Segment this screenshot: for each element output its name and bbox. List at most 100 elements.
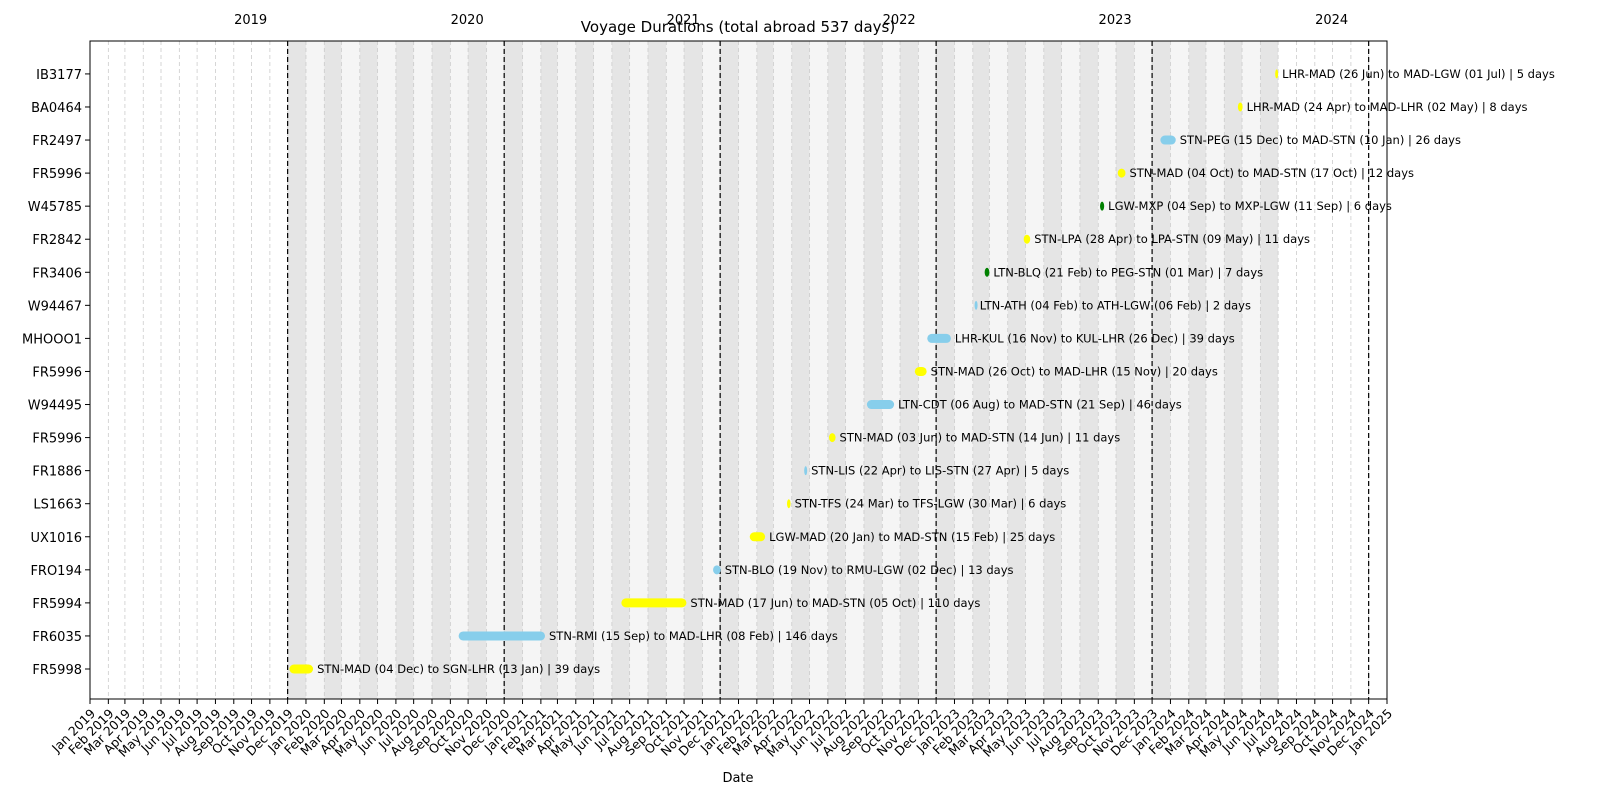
voyage-bar — [1237, 102, 1243, 112]
y-tick-label: FR5996 — [32, 365, 82, 380]
y-tick-label: FR2497 — [32, 134, 82, 149]
voyage-bar — [458, 631, 546, 641]
voyage-bar — [866, 400, 895, 410]
month-shade — [540, 41, 558, 699]
month-shade — [1224, 41, 1243, 699]
month-shade — [1116, 41, 1135, 699]
month-shade — [900, 41, 919, 699]
voyage-bar — [984, 267, 990, 277]
month-shade — [611, 41, 630, 699]
month-shade — [845, 41, 864, 699]
month-shade — [1025, 41, 1044, 699]
voyage-bar-label: STN-BLO (19 Nov) to RMU-LGW (02 Dec) | 1… — [725, 563, 1014, 577]
month-shade — [593, 41, 612, 699]
month-shade — [827, 41, 846, 699]
y-tick-label: FR2842 — [32, 233, 82, 248]
month-shade — [702, 41, 721, 699]
voyage-bar-label: LTN-ATH (04 Feb) to ATH-LGW (06 Feb) | 2… — [980, 298, 1251, 312]
month-shade — [432, 41, 451, 699]
voyage-bar-label: LGW-MAD (20 Jan) to MAD-STN (15 Feb) | 2… — [769, 530, 1055, 544]
month-shade — [1260, 41, 1279, 699]
month-shade — [1242, 41, 1261, 699]
month-shade — [666, 41, 685, 699]
month-shade — [359, 41, 378, 699]
y-tick-label: FR5998 — [32, 663, 82, 678]
voyage-bar — [1023, 234, 1031, 244]
voyage-bar — [804, 466, 808, 476]
voyage-bar — [974, 300, 978, 310]
shaded-months — [287, 41, 1279, 699]
month-shade — [647, 41, 667, 699]
voyage-bar — [289, 664, 314, 674]
voyage-bar — [829, 433, 836, 443]
voyage-bar — [621, 598, 687, 608]
y-tick-label: FR5996 — [32, 432, 82, 447]
month-shade — [882, 41, 901, 699]
y-tick-label: FR6035 — [32, 630, 82, 645]
voyage-bar-label: LTN-CDT (06 Aug) to MAD-STN (21 Sep) | 4… — [898, 398, 1182, 412]
month-shade — [989, 41, 1008, 699]
month-shade — [324, 41, 342, 699]
month-shade — [629, 41, 648, 699]
y-tick-label: FR5994 — [32, 597, 82, 612]
voyage-bar-label: STN-PEG (15 Dec) to MAD-STN (10 Jan) | 2… — [1180, 133, 1461, 147]
month-shade — [377, 41, 396, 699]
month-shade — [791, 41, 810, 699]
month-shade — [1134, 41, 1153, 699]
month-shade — [1079, 41, 1099, 699]
year-label: 2019 — [234, 13, 267, 28]
voyage-bar-label: STN-MAD (26 Oct) to MAD-LHR (15 Nov) | 2… — [931, 364, 1218, 378]
year-label: 2021 — [667, 13, 700, 28]
month-shade — [1188, 41, 1206, 699]
voyage-bar — [914, 366, 927, 376]
month-shade — [450, 41, 469, 699]
voyage-bars — [289, 69, 1279, 674]
voyage-bar — [1100, 201, 1105, 211]
voyage-bar-label: STN-LPA (28 Apr) to LPA-STN (09 May) | 1… — [1034, 232, 1310, 246]
voyage-bar — [1160, 135, 1176, 145]
x-axis-label: Date — [722, 771, 753, 786]
month-shade — [1205, 41, 1225, 699]
month-shade — [287, 41, 306, 699]
month-shade — [1061, 41, 1080, 699]
voyage-bar — [787, 499, 791, 509]
year-label: 2023 — [1099, 13, 1132, 28]
month-shade — [809, 41, 828, 699]
month-shade — [468, 41, 487, 699]
y-tick-label: FRO194 — [30, 564, 82, 579]
year-label: 2022 — [883, 13, 916, 28]
month-shade — [395, 41, 414, 699]
y-tick-label: W45785 — [28, 200, 82, 215]
y-tick-label: BA0464 — [31, 101, 82, 116]
y-tick-label: MHOOO1 — [22, 332, 82, 347]
month-shade — [918, 41, 937, 699]
year-dividers — [287, 41, 1370, 699]
y-tick-label: UX1016 — [30, 531, 82, 546]
y-axis-ticks: FR5998 FR6035 FR5994 FRO194 UX1016 LS1663 FR18… — [22, 68, 90, 678]
month-shade — [954, 41, 973, 699]
voyage-bar — [927, 333, 951, 343]
voyage-bar-label: STN-LIS (22 Apr) to LIS-STN (27 Apr) | 5… — [811, 464, 1069, 478]
y-tick-label: W94467 — [28, 299, 82, 314]
voyage-bar — [1275, 69, 1279, 79]
y-tick-label: LS1663 — [33, 498, 82, 513]
month-shade — [486, 41, 505, 699]
month-shade — [1170, 41, 1189, 699]
month-shade — [341, 41, 360, 699]
y-tick-label: FR5996 — [32, 167, 82, 182]
month-shade — [936, 41, 955, 699]
y-tick-label: FR3406 — [32, 266, 82, 281]
month-shade — [522, 41, 541, 699]
month-shade — [773, 41, 792, 699]
month-shade — [575, 41, 594, 699]
month-shade — [557, 41, 576, 699]
year-label: 2020 — [451, 13, 484, 28]
voyage-bar — [713, 565, 721, 575]
month-shade — [413, 41, 433, 699]
voyage-bar-label: LGW-MXP (04 Sep) to MXP-LGW (11 Sep) | 6… — [1108, 199, 1392, 213]
month-shade — [1152, 41, 1171, 699]
month-shade — [684, 41, 703, 699]
voyage-bar-label: LTN-BLQ (21 Feb) to PEG-STN (01 Mar) | 7… — [993, 265, 1263, 279]
